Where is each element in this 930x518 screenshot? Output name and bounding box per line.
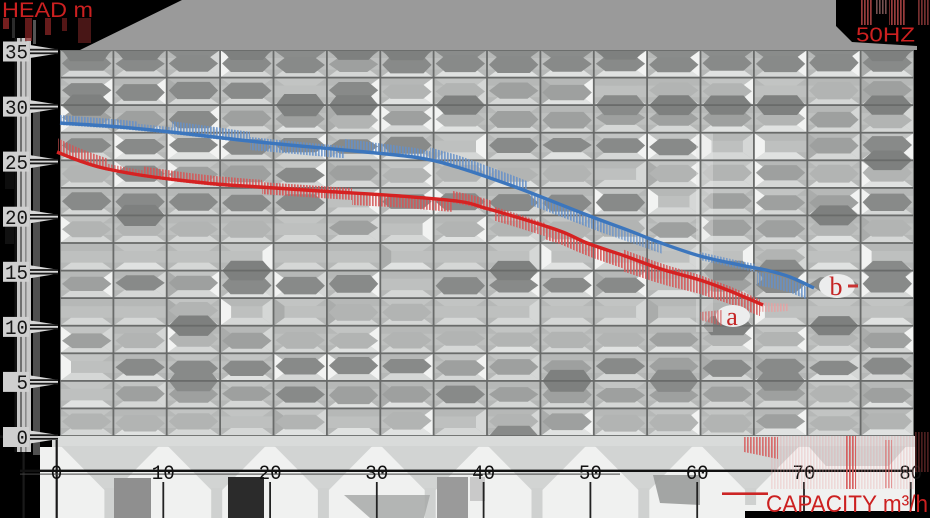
svg-text:5: 5 — [17, 373, 29, 396]
svg-text:30: 30 — [5, 98, 28, 121]
svg-text:50: 50 — [579, 463, 602, 486]
svg-text:HEAD m: HEAD m — [2, 0, 93, 22]
svg-text:50HZ: 50HZ — [856, 25, 915, 47]
svg-text:25: 25 — [5, 153, 28, 176]
svg-text:20: 20 — [259, 463, 282, 486]
svg-text:20: 20 — [5, 208, 28, 231]
svg-text:CAPACITY m³/h: CAPACITY m³/h — [766, 491, 928, 518]
svg-text:30: 30 — [365, 463, 388, 486]
svg-text:10: 10 — [5, 318, 28, 341]
svg-text:40: 40 — [472, 463, 495, 486]
svg-text:60: 60 — [686, 463, 709, 486]
svg-text:10: 10 — [152, 463, 175, 486]
svg-text:0: 0 — [51, 463, 63, 486]
svg-text:a: a — [726, 302, 738, 331]
svg-text:15: 15 — [5, 263, 28, 286]
svg-text:0: 0 — [17, 428, 29, 451]
svg-text:b: b — [830, 272, 843, 301]
svg-text:35: 35 — [5, 43, 28, 66]
